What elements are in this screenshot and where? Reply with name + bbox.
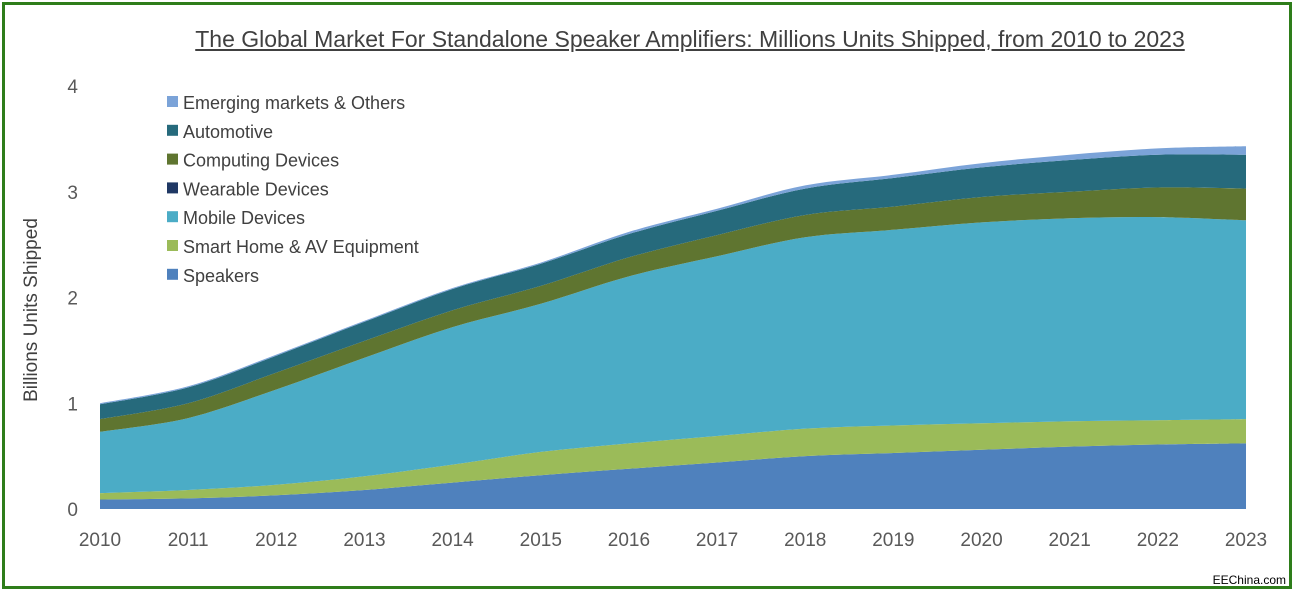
legend-label-automotive: Automotive [183, 122, 273, 142]
x-tick-label: 2012 [255, 530, 297, 551]
area-layer [100, 146, 1246, 509]
legend-label-emerging-markets-others: Emerging markets & Others [183, 93, 405, 113]
x-tick-label: 2013 [343, 530, 385, 551]
y-tick-label: 4 [67, 77, 78, 98]
x-tick-label: 2011 [168, 530, 209, 551]
y-tick-label: 3 [67, 183, 78, 204]
x-tick-label: 2014 [431, 530, 474, 551]
area-emerging-markets-others [100, 146, 1246, 405]
y-tick-labels: 0 1 2 3 4 [67, 77, 78, 521]
legend-label-wearable-devices: Wearable Devices [183, 179, 329, 199]
area-computing-devices [100, 187, 1246, 432]
legend-label-computing-devices: Computing Devices [183, 151, 339, 171]
x-tick-label: 2017 [696, 530, 738, 551]
legend-swatch-computing-devices [167, 153, 178, 165]
legend-swatch-automotive [167, 124, 178, 136]
legend-swatch-wearable-devices [167, 182, 178, 194]
legend: Emerging markets & Others Automotive Compu… [167, 93, 419, 286]
x-tick-labels: 2010 2011 2012 2013 2014 2015 2016 2017 2018 2019… [79, 530, 1267, 551]
legend-swatch-mobile-devices [167, 211, 178, 223]
chart-title: The Global Market For Standalone Speaker… [195, 26, 1185, 52]
x-tick-label: 2023 [1225, 530, 1267, 551]
area-speakers [100, 443, 1246, 509]
area-mobile-devices [100, 217, 1246, 494]
x-tick-label: 2010 [79, 530, 121, 551]
credit-text: EEChina.com [1212, 573, 1286, 587]
legend-swatch-smart-home-av-equipment [167, 240, 178, 251]
legend-label-mobile-devices: Mobile Devices [183, 208, 305, 228]
x-tick-label: 2021 [1049, 530, 1091, 551]
x-tick-label: 2015 [520, 530, 562, 551]
legend-label-speakers: Speakers [183, 266, 259, 286]
y-tick-label: 0 [67, 500, 78, 521]
area-smart-home-av-equipment [100, 419, 1246, 500]
y-tick-label: 2 [67, 289, 78, 310]
x-tick-label: 2020 [960, 530, 1002, 551]
x-tick-label: 2022 [1137, 530, 1179, 551]
legend-label-smart-home-av-equipment: Smart Home & AV Equipment [183, 237, 419, 257]
legend-swatch-speakers [167, 268, 178, 280]
x-tick-label: 2018 [784, 530, 826, 551]
legend-swatch-emerging-markets-others [167, 96, 178, 107]
x-tick-label: 2016 [608, 530, 650, 551]
area-automotive [100, 154, 1246, 420]
x-tick-label: 2019 [872, 530, 914, 551]
y-tick-label: 1 [67, 394, 78, 415]
